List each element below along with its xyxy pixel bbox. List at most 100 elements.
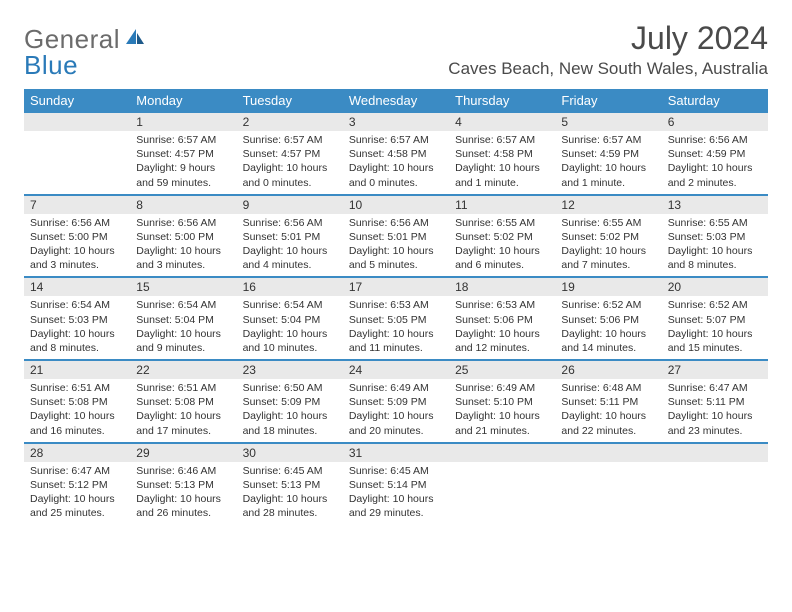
sunrise-text: Sunrise: 6:52 AM [561,298,655,312]
day-details: Sunrise: 6:47 AMSunset: 5:11 PMDaylight:… [662,379,768,442]
calendar-table: SundayMondayTuesdayWednesdayThursdayFrid… [24,89,768,524]
sunrise-text: Sunrise: 6:54 AM [30,298,124,312]
logo-sail-icon [124,26,146,53]
day-details: Sunrise: 6:57 AMSunset: 4:57 PMDaylight:… [237,131,343,194]
calendar-cell: 28Sunrise: 6:47 AMSunset: 5:12 PMDayligh… [24,442,130,524]
day-number [449,443,555,462]
sunset-text: Sunset: 5:01 PM [243,230,337,244]
day-number: 21 [24,360,130,379]
calendar-cell: 2Sunrise: 6:57 AMSunset: 4:57 PMDaylight… [237,112,343,194]
day-header: Monday [130,89,236,112]
calendar-cell: 7Sunrise: 6:56 AMSunset: 5:00 PMDaylight… [24,194,130,277]
sunrise-text: Sunrise: 6:49 AM [455,381,549,395]
daylight-text: Daylight: 10 hours and 6 minutes. [455,244,549,272]
sunrise-text: Sunrise: 6:55 AM [668,216,762,230]
daylight-text: Daylight: 10 hours and 15 minutes. [668,327,762,355]
sunrise-text: Sunrise: 6:56 AM [30,216,124,230]
sunrise-text: Sunrise: 6:55 AM [561,216,655,230]
sunset-text: Sunset: 4:57 PM [243,147,337,161]
day-number: 29 [130,443,236,462]
calendar-cell: 3Sunrise: 6:57 AMSunset: 4:58 PMDaylight… [343,112,449,194]
sunset-text: Sunset: 5:08 PM [136,395,230,409]
sunrise-text: Sunrise: 6:57 AM [455,133,549,147]
sunset-text: Sunset: 5:07 PM [668,313,762,327]
day-number: 28 [24,443,130,462]
calendar-cell [449,442,555,524]
day-header: Tuesday [237,89,343,112]
day-number: 31 [343,443,449,462]
sunset-text: Sunset: 5:06 PM [455,313,549,327]
day-details [449,462,555,468]
day-details: Sunrise: 6:55 AMSunset: 5:02 PMDaylight:… [555,214,661,277]
calendar-cell: 25Sunrise: 6:49 AMSunset: 5:10 PMDayligh… [449,360,555,443]
day-details: Sunrise: 6:57 AMSunset: 4:58 PMDaylight:… [343,131,449,194]
day-number [24,112,130,131]
day-number: 23 [237,360,343,379]
sunrise-text: Sunrise: 6:48 AM [561,381,655,395]
sunrise-text: Sunrise: 6:57 AM [561,133,655,147]
daylight-text: Daylight: 10 hours and 23 minutes. [668,409,762,437]
day-number: 17 [343,277,449,296]
sunrise-text: Sunrise: 6:51 AM [30,381,124,395]
sunrise-text: Sunrise: 6:55 AM [455,216,549,230]
daylight-text: Daylight: 10 hours and 8 minutes. [30,327,124,355]
calendar-cell: 27Sunrise: 6:47 AMSunset: 5:11 PMDayligh… [662,360,768,443]
sunset-text: Sunset: 4:59 PM [561,147,655,161]
sunrise-text: Sunrise: 6:57 AM [349,133,443,147]
sunset-text: Sunset: 5:06 PM [561,313,655,327]
day-details: Sunrise: 6:54 AMSunset: 5:03 PMDaylight:… [24,296,130,359]
day-number: 10 [343,195,449,214]
calendar-cell: 23 Sunrise: 6:50 AMSunset: 5:09 PMDayligh… [237,360,343,443]
calendar-cell: 13Sunrise: 6:55 AMSunset: 5:03 PMDayligh… [662,194,768,277]
calendar-cell: 22Sunrise: 6:51 AMSunset: 5:08 PMDayligh… [130,360,236,443]
calendar-cell: 6Sunrise: 6:56 AMSunset: 4:59 PMDaylight… [662,112,768,194]
sunset-text: Sunset: 4:57 PM [136,147,230,161]
sunset-text: Sunset: 5:05 PM [349,313,443,327]
day-number: 8 [130,195,236,214]
day-number: 5 [555,112,661,131]
calendar-cell: 16Sunrise: 6:54 AMSunset: 5:04 PMDayligh… [237,277,343,360]
calendar-cell: 1Sunrise: 6:57 AMSunset: 4:57 PMDaylight… [130,112,236,194]
sunrise-text: Sunrise: 6:50 AM [243,381,337,395]
day-header: Wednesday [343,89,449,112]
sunset-text: Sunset: 5:13 PM [243,478,337,492]
day-details: Sunrise: 6:53 AMSunset: 5:05 PMDaylight:… [343,296,449,359]
daylight-text: Daylight: 10 hours and 2 minutes. [668,161,762,189]
day-details: Sunrise: 6:57 AMSunset: 4:59 PMDaylight:… [555,131,661,194]
sunset-text: Sunset: 5:09 PM [243,395,337,409]
daylight-text: Daylight: 10 hours and 18 minutes. [243,409,337,437]
sunset-text: Sunset: 5:12 PM [30,478,124,492]
daylight-text: Daylight: 10 hours and 20 minutes. [349,409,443,437]
calendar-week: 28Sunrise: 6:47 AMSunset: 5:12 PMDayligh… [24,442,768,524]
daylight-text: Daylight: 10 hours and 14 minutes. [561,327,655,355]
sunrise-text: Sunrise: 6:51 AM [136,381,230,395]
daylight-text: Daylight: 10 hours and 0 minutes. [349,161,443,189]
daylight-text: Daylight: 10 hours and 16 minutes. [30,409,124,437]
daylight-text: Daylight: 10 hours and 8 minutes. [668,244,762,272]
day-number: 15 [130,277,236,296]
sunset-text: Sunset: 5:01 PM [349,230,443,244]
daylight-text: Daylight: 10 hours and 29 minutes. [349,492,443,520]
daylight-text: Daylight: 10 hours and 0 minutes. [243,161,337,189]
day-number: 9 [237,195,343,214]
day-number: 1 [130,112,236,131]
sunrise-text: Sunrise: 6:56 AM [243,216,337,230]
day-details: Sunrise: 6:49 AMSunset: 5:09 PMDaylight:… [343,379,449,442]
sunset-text: Sunset: 5:14 PM [349,478,443,492]
sunset-text: Sunset: 5:10 PM [455,395,549,409]
calendar-week: 14Sunrise: 6:54 AMSunset: 5:03 PMDayligh… [24,277,768,360]
sunset-text: Sunset: 5:03 PM [30,313,124,327]
daylight-text: Daylight: 10 hours and 26 minutes. [136,492,230,520]
sunset-text: Sunset: 5:02 PM [561,230,655,244]
month-title: July 2024 [448,20,768,57]
sunset-text: Sunset: 5:00 PM [30,230,124,244]
day-header-row: SundayMondayTuesdayWednesdayThursdayFrid… [24,89,768,112]
day-details: Sunrise: 6:45 AMSunset: 5:14 PMDaylight:… [343,462,449,525]
day-number: 13 [662,195,768,214]
sunset-text: Sunset: 5:04 PM [243,313,337,327]
day-number: 27 [662,360,768,379]
title-block: July 2024 Caves Beach, New South Wales, … [448,20,768,79]
day-number: 4 [449,112,555,131]
day-details: Sunrise: 6:56 AMSunset: 5:01 PMDaylight:… [343,214,449,277]
daylight-text: Daylight: 10 hours and 1 minute. [455,161,549,189]
